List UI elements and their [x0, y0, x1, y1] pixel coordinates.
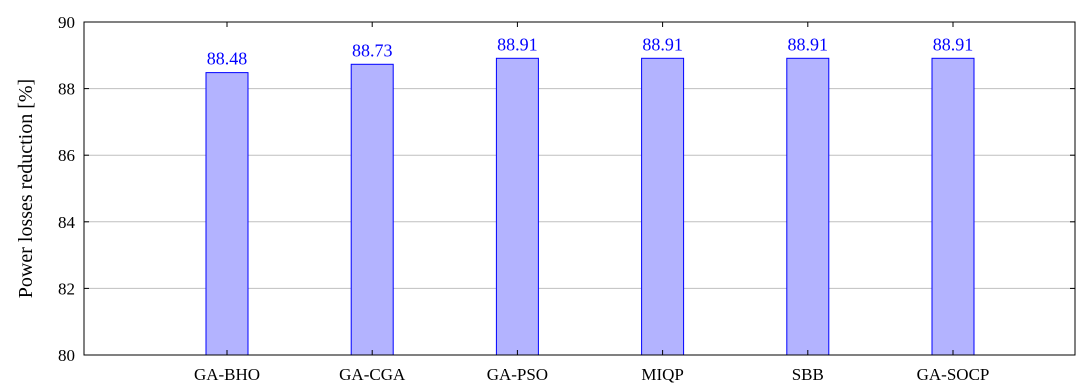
y-axis-label: Power losses reduction [%]	[15, 79, 37, 298]
y-tick-label: 84	[58, 213, 76, 232]
x-tick-label: MIQP	[641, 365, 684, 384]
data-label: 88.48	[207, 49, 248, 69]
bar	[350, 63, 394, 356]
data-label: 88.91	[642, 34, 683, 54]
axes: 80 82 84 86 88 90 GA-BHO GA-CGA GA-PSO MIQP SBB GA-…	[58, 13, 1076, 384]
x-tick-label: GA-SOCP	[917, 365, 990, 384]
y-tick-label: 90	[58, 13, 75, 32]
y-tick-label: 86	[58, 146, 75, 165]
data-label: 88.91	[788, 34, 829, 54]
data-labels: 88.48 88.73 88.91 88.91 88.91 88.91	[207, 34, 974, 68]
bar	[641, 57, 685, 356]
bar	[205, 72, 249, 356]
x-tick-label: GA-PSO	[487, 365, 548, 384]
bar	[931, 57, 975, 356]
bars	[205, 57, 975, 356]
x-tick-label: GA-CGA	[339, 365, 406, 384]
x-tick-label: SBB	[792, 365, 824, 384]
data-label: 88.91	[933, 34, 974, 54]
plot-frame	[83, 21, 1076, 356]
data-label: 88.91	[497, 34, 538, 54]
y-tick-label: 88	[58, 80, 75, 99]
y-tick-label: 82	[58, 279, 75, 298]
bar	[786, 57, 830, 356]
x-tick-label: GA-BHO	[194, 365, 260, 384]
bar	[495, 57, 539, 356]
data-label: 88.73	[352, 40, 393, 60]
y-tick-label: 80	[58, 346, 75, 365]
